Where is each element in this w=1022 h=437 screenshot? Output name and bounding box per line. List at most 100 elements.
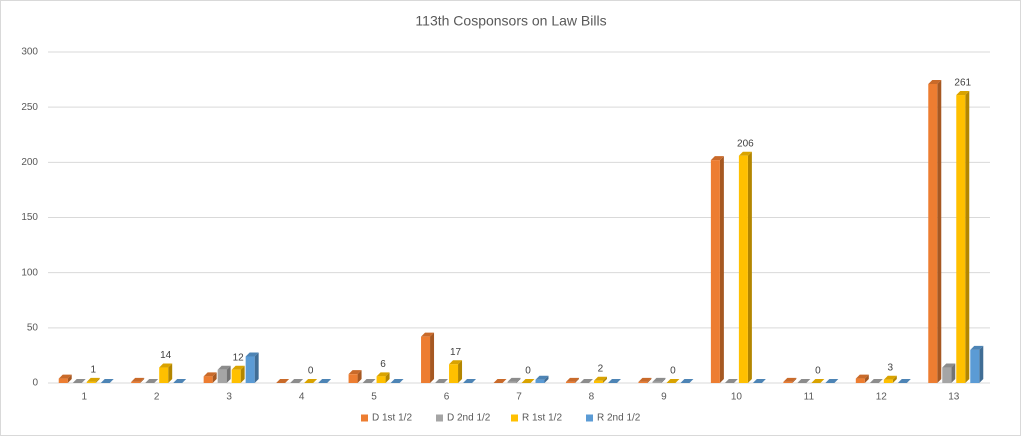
bar-side [544,375,549,383]
bar-side [212,372,217,383]
bar-top [652,377,666,382]
bar-side [792,377,797,383]
y-tick-label: 200 [21,157,38,168]
bar [507,381,517,383]
bar-side [719,156,724,383]
legend-swatch [511,414,518,422]
bar-top [752,379,766,383]
bar-side [516,377,521,383]
bar-group [797,379,811,383]
data-label: 2 [598,363,604,374]
bar-top [666,379,680,383]
bar-top [579,379,593,383]
legend-label: R 2nd 1/2 [597,413,641,424]
bar-group [304,379,318,383]
data-label: 14 [160,350,172,361]
bar-group [869,379,883,383]
data-label: 3 [888,362,894,373]
x-tick-label: 4 [299,392,305,403]
legend-swatch [361,414,368,422]
bar-group [579,379,593,383]
bar-top [145,379,159,383]
bar-top [535,375,549,380]
bar-group [58,374,72,383]
bar-top [217,365,231,370]
bar [231,369,241,383]
bar-side [385,372,390,383]
bar-group [145,379,159,383]
bar-side [254,352,259,383]
bar [565,381,575,383]
y-tick-label: 300 [21,47,38,58]
data-label: 0 [308,366,314,377]
x-tick-label: 13 [948,392,960,403]
bar-top [376,372,390,377]
bar [942,367,952,383]
bar-group [883,375,897,383]
bar-group [290,379,304,383]
bar-group [131,377,145,383]
bar [421,336,431,383]
legend-swatch [436,414,443,422]
bar-top [825,379,839,383]
bar-top [970,345,984,350]
data-label: 12 [233,352,245,363]
bar-group [376,372,390,383]
bar-group [825,379,839,383]
data-label: 0 [670,366,676,377]
bar-top [100,379,114,383]
bar-top [435,379,449,383]
bar-group [521,379,535,383]
bar-top [680,379,694,383]
bar-side [458,360,463,383]
bar-group [666,379,680,383]
x-tick-label: 3 [226,392,232,403]
bar-top [869,379,883,383]
bar [535,379,545,383]
bar-top [159,363,173,368]
data-label: 206 [737,138,754,149]
bar-top [607,379,621,383]
bar-top [724,379,738,383]
bar-group [318,379,332,383]
bar-side [647,377,652,383]
legend-label: R 1st 1/2 [522,413,562,424]
bar-side [979,345,984,383]
bar-top [738,151,752,156]
bar-group [362,379,376,383]
data-label: 0 [525,366,531,377]
bar-side [747,151,752,383]
bar [652,381,662,383]
x-tick-label: 2 [154,392,160,403]
data-label: 1 [90,365,96,376]
bar [956,95,966,383]
bar-group [159,363,173,383]
bar-group [217,365,231,383]
bar-group [811,379,825,383]
bar-group [276,379,290,383]
legend-swatch [586,414,593,422]
bar-top [463,379,477,383]
bar-top [928,79,942,84]
bar-top [956,91,970,96]
bar-top [593,376,607,381]
bar-top [638,377,652,382]
bar-side [937,79,942,383]
y-tick-label: 0 [32,378,38,389]
data-label: 17 [450,347,462,358]
bar-group [493,379,507,383]
bar-side [864,374,869,383]
bar [245,356,255,383]
x-tick-label: 1 [81,392,87,403]
bar-group [956,91,970,383]
bar-top [390,379,404,383]
bar [348,374,358,383]
bar-side [892,375,897,383]
bar-top [318,379,332,383]
data-label: 261 [954,78,971,89]
x-tick-label: 10 [731,392,743,403]
chart-title: 113th Cosponsors on Law Bills [415,13,606,29]
bar-top [493,379,507,383]
bar [159,367,169,383]
